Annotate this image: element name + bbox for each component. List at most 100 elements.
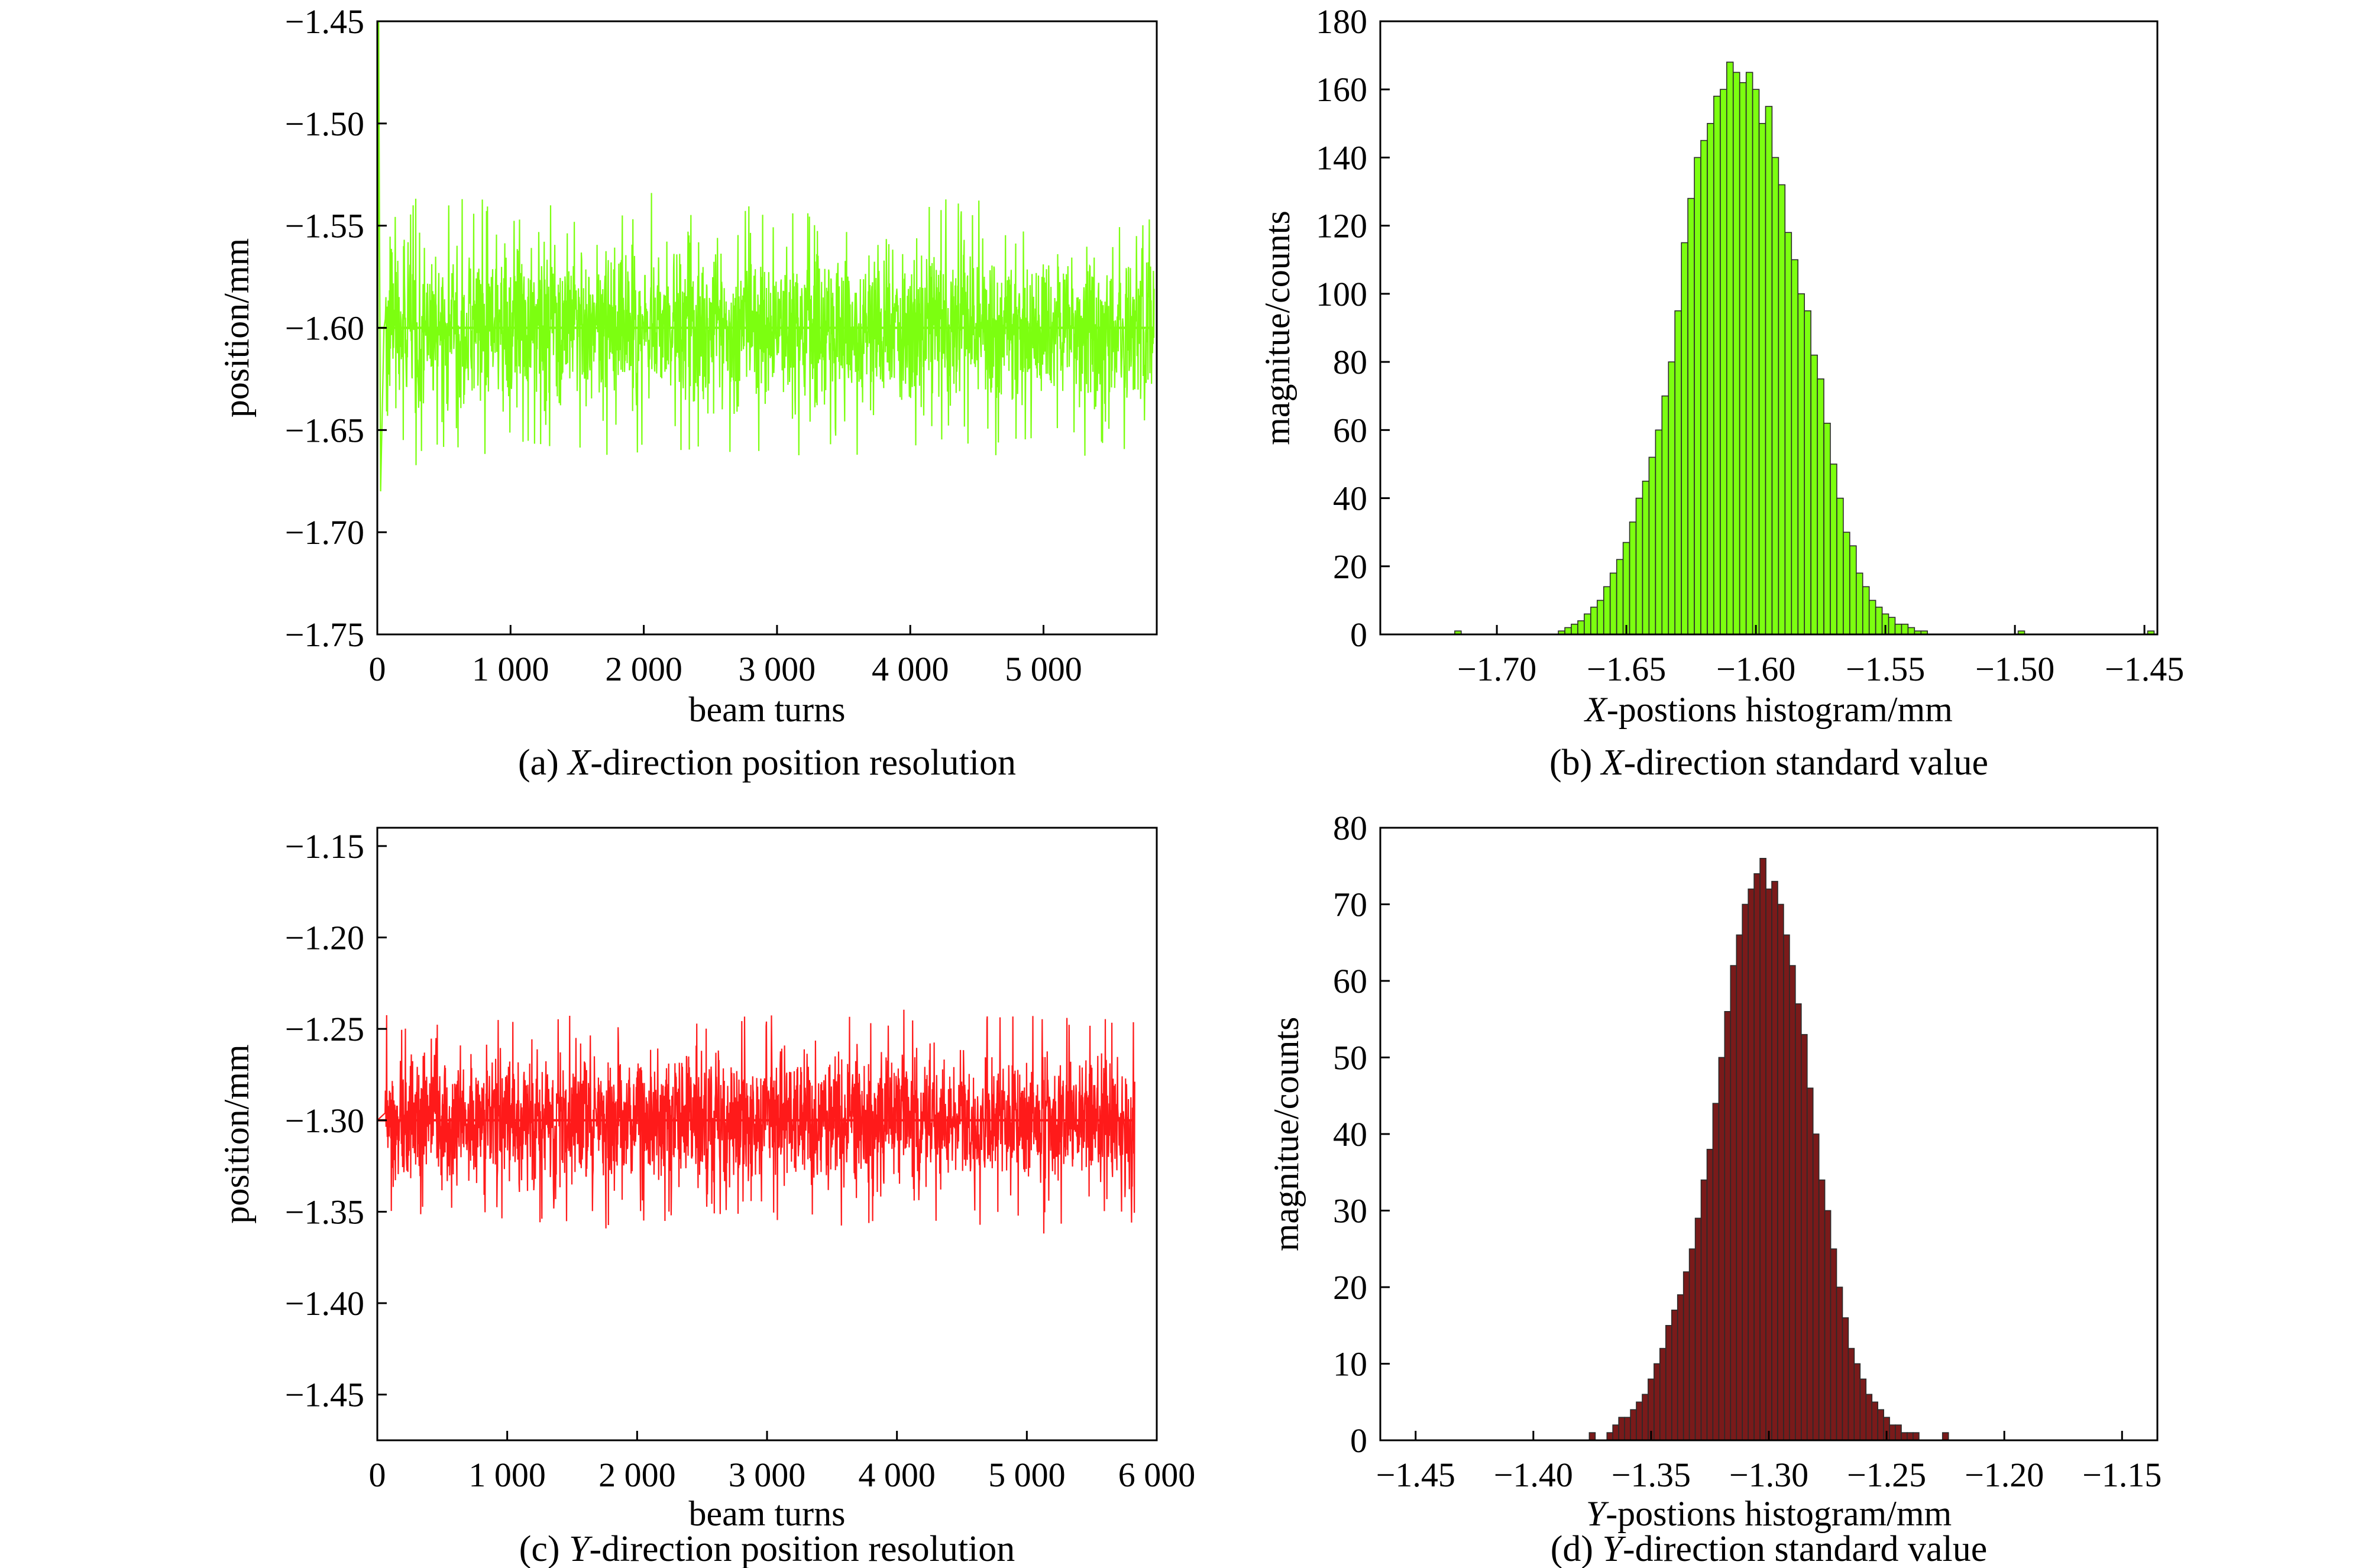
histogram-bar	[1739, 82, 1747, 634]
histogram-bar	[1718, 1057, 1726, 1440]
histogram-bar	[1577, 620, 1585, 634]
histogram-bar	[1765, 888, 1772, 1440]
y-tick-label: −1.45	[285, 1376, 364, 1414]
y-tick-label: −1.25	[285, 1010, 364, 1048]
histogram-bar	[1777, 903, 1784, 1440]
histogram-bar	[1801, 1034, 1808, 1440]
histogram-bar	[1804, 310, 1811, 634]
histogram-bar	[1584, 613, 1591, 634]
histogram-bar	[1913, 1432, 1920, 1440]
histogram-bar	[1752, 89, 1760, 634]
histogram-bar	[1907, 627, 1915, 634]
histogram-bar	[1720, 89, 1727, 634]
y-tick-label: 160	[1316, 70, 1367, 109]
histogram-bar	[1736, 934, 1743, 1440]
histogram-bar	[1681, 242, 1688, 634]
x-tick-label: 5 000	[1005, 650, 1082, 688]
histogram-bar	[1655, 429, 1663, 634]
histogram-bar	[1606, 1432, 1614, 1440]
y-tick-label: 0	[1350, 1421, 1367, 1460]
x-tick-label: −1.60	[1716, 650, 1795, 688]
x-tick-label: −1.65	[1587, 650, 1666, 688]
x-tick-label: 5 000	[988, 1456, 1066, 1494]
x-tick-label: −1.30	[1729, 1456, 1808, 1494]
plot-area	[377, 21, 1155, 574]
histogram-bar	[1635, 497, 1643, 634]
x-tick-label: 2 000	[598, 1456, 676, 1494]
y-tick-label: 100	[1316, 275, 1367, 313]
histogram-bar	[1688, 1248, 1696, 1440]
histogram-bar	[1642, 1394, 1649, 1440]
histogram-bar	[1907, 1432, 1914, 1440]
chart-b: −1.70 −1.65 −1.60 −1.55 −1.50 −1.45 0 20 40 60 80 1…	[1258, 2, 2184, 783]
y-tick-label: −1.20	[285, 919, 364, 957]
histogram-bar	[1784, 232, 1792, 634]
histogram-bar	[1597, 600, 1604, 634]
histogram-bar	[1668, 361, 1676, 634]
histogram-bar	[1862, 586, 1870, 634]
histogram-bar	[1894, 623, 1902, 634]
plot-area	[1454, 61, 2155, 634]
histogram-bar	[1733, 72, 1740, 634]
histogram-bar	[1700, 1179, 1708, 1440]
histogram-bar	[1765, 106, 1773, 634]
y-axis-label: magnitue/counts	[1267, 1017, 1306, 1252]
histogram-bar	[1888, 617, 1896, 634]
y-tick-label: −1.50	[285, 105, 364, 143]
x-tick-label: −1.40	[1494, 1456, 1573, 1494]
x-axis-label: Y-postions histogram/mm	[1586, 1494, 1952, 1533]
x-tick-label: −1.70	[1457, 650, 1536, 688]
panel-caption: (d) Y-direction standard value	[1551, 1529, 1988, 1568]
histogram-bar	[1847, 1347, 1855, 1440]
y-tick-label: 40	[1333, 1115, 1367, 1154]
y-tick-label: −1.65	[285, 411, 364, 449]
histogram-bar	[1742, 903, 1749, 1440]
histogram-bar	[1700, 140, 1708, 634]
x-axis-label: beam turns	[689, 690, 846, 729]
x-tick-label: −1.55	[1846, 650, 1925, 688]
x-tick-label: 0	[369, 650, 386, 688]
histogram-bar	[1795, 1003, 1802, 1440]
y-tick-label: 30	[1333, 1192, 1367, 1230]
histogram-bar	[1856, 572, 1863, 634]
histogram-bar	[1849, 545, 1857, 634]
histogram-bar	[1759, 858, 1766, 1440]
x-tick-label: 4 000	[872, 650, 949, 688]
histogram-bar	[1771, 157, 1779, 634]
histogram-bar	[1603, 586, 1611, 634]
histogram-bar	[1630, 1409, 1637, 1440]
histogram-bar	[1823, 422, 1831, 634]
histogram-bar	[1865, 1394, 1873, 1440]
histogram-bar	[1661, 395, 1669, 634]
histogram-bar	[1836, 1287, 1843, 1440]
histogram-bar	[1859, 1378, 1867, 1440]
histogram-bar	[1588, 1432, 1596, 1440]
histogram-bar	[1726, 61, 1734, 634]
histogram-bar	[1677, 1294, 1684, 1440]
histogram-bar	[1812, 1133, 1820, 1440]
y-tick-label: 0	[1350, 615, 1367, 654]
histogram-bar	[1648, 456, 1656, 634]
histogram-bar	[1629, 521, 1637, 634]
y-tick-label: 140	[1316, 138, 1367, 177]
histogram-bar	[1636, 1401, 1643, 1440]
x-tick-label: −1.35	[1612, 1456, 1691, 1494]
histogram-bar	[1564, 627, 1572, 634]
axes-frame	[1379, 20, 2159, 636]
histogram-bar	[1724, 1011, 1732, 1440]
panel-caption: (c) Y-direction position resolution	[519, 1529, 1015, 1568]
histogram-bar	[1806, 1087, 1814, 1440]
x-tick-label: 2 000	[605, 650, 682, 688]
histogram-bar	[1818, 1179, 1826, 1440]
x-tick-label: −1.45	[1376, 1456, 1455, 1494]
histogram-bar	[1810, 354, 1818, 634]
y-axis-label: position/mm	[217, 238, 256, 417]
x-axis-label: beam turns	[689, 1494, 846, 1533]
histogram-bar	[1901, 1432, 1908, 1440]
y-axis-label: magnitue/counts	[1258, 210, 1297, 445]
y-tick-label: 80	[1333, 343, 1367, 381]
histogram-bar	[1671, 1310, 1678, 1440]
histogram-bar	[1694, 1217, 1702, 1440]
histogram-bar	[1895, 1424, 1902, 1440]
histogram-bar	[1713, 95, 1721, 634]
